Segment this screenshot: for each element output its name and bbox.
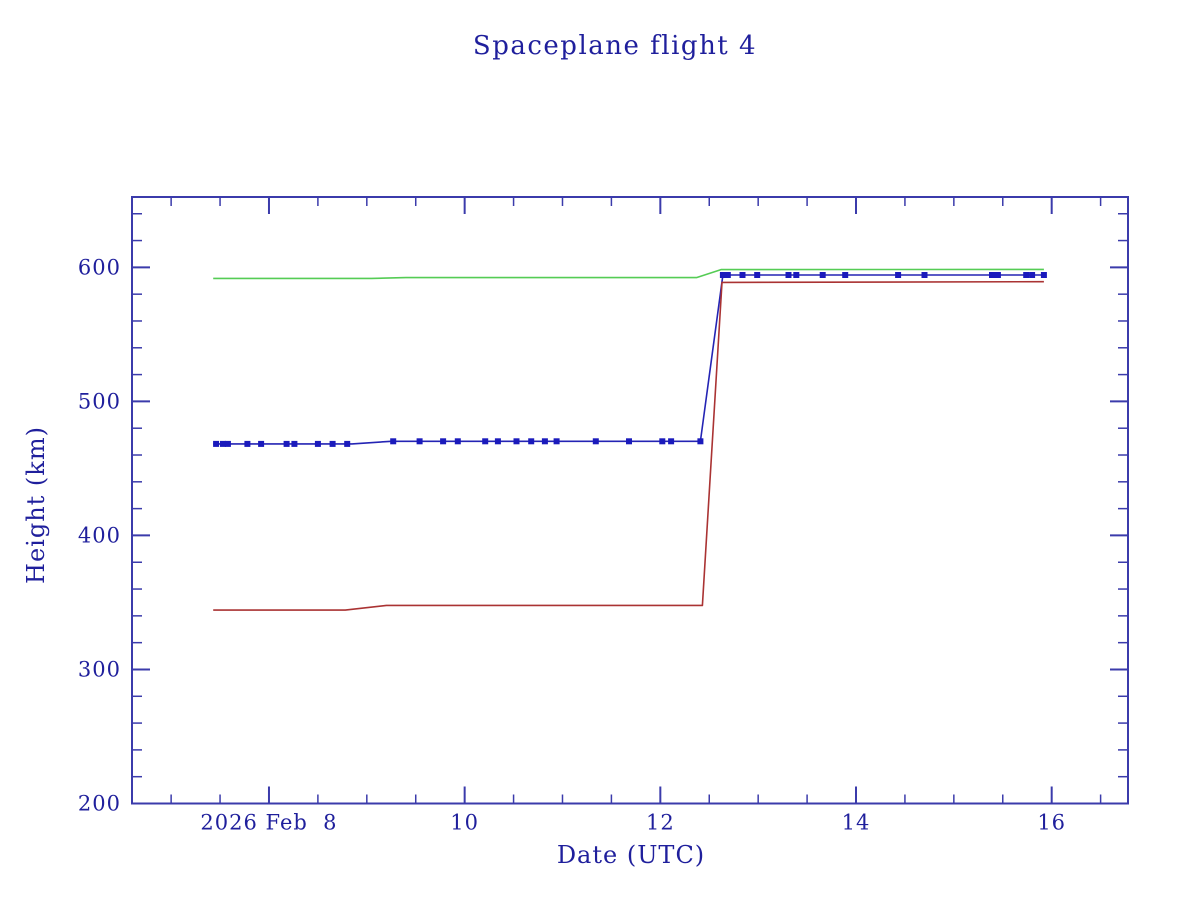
chart-title: Spaceplane flight 4: [472, 31, 758, 61]
mean-height-epoch-marker: [513, 438, 520, 445]
mean-height-epoch-marker: [668, 438, 675, 445]
y-tick-label: 500: [78, 389, 121, 413]
mean-height-epoch-marker: [482, 438, 489, 445]
x-tick-label: 14: [842, 811, 871, 835]
mean-height-epoch-marker: [213, 440, 220, 447]
mean-height-epoch-marker: [541, 438, 548, 445]
mean-height-epoch-marker: [626, 438, 632, 445]
x-tick-label: 2026 Feb 8: [200, 811, 337, 835]
mean-height-epoch-marker: [819, 272, 826, 278]
mean-height-epoch-marker: [258, 440, 265, 447]
mean-height-epoch-marker: [283, 440, 290, 447]
mean-height-epoch-marker: [344, 440, 351, 447]
mean-height-epoch-marker: [724, 272, 731, 278]
y-tick-label: 600: [78, 255, 121, 279]
x-tick-label: 16: [1037, 811, 1066, 835]
mean-height-epoch-marker: [454, 438, 461, 445]
mean-height-epoch-marker: [921, 272, 928, 278]
mean-height-epoch-marker: [440, 438, 447, 445]
mean-height-epoch-marker: [1023, 272, 1030, 278]
mean-height-epoch-marker: [1029, 272, 1036, 278]
mean-height-epoch-marker: [842, 272, 849, 278]
y-tick-label: 400: [78, 523, 121, 547]
mean-height-epoch-marker: [329, 440, 336, 447]
mean-height-line: [213, 274, 1044, 445]
mean-height-epoch-marker: [553, 438, 560, 445]
mean-height-epoch-marker: [697, 438, 704, 445]
mean-height-epoch-marker: [739, 272, 746, 278]
mean-height-epoch-marker: [224, 440, 231, 447]
y-tick-label: 200: [78, 792, 121, 816]
mean-height-epoch-marker: [785, 272, 792, 278]
mean-height-epoch-marker: [592, 438, 599, 445]
apogee-height-line: [213, 268, 1044, 280]
x-tick-label: 10: [450, 811, 479, 835]
plot-frame: [131, 196, 1129, 805]
mean-height-epoch-marker: [793, 272, 800, 278]
mean-height-epoch-marker: [994, 272, 1001, 278]
y-axis-label: Height (km): [22, 426, 50, 584]
mean-height-epoch-marker: [719, 272, 726, 278]
mean-height-epoch-marker: [1040, 272, 1047, 278]
mean-height-epoch-marker: [895, 272, 902, 278]
y-tick-label: 300: [78, 657, 121, 681]
mean-height-epoch-marker: [989, 272, 995, 278]
mean-height-epoch-marker: [659, 438, 666, 445]
mean-height-epoch-marker: [390, 438, 397, 445]
mean-height-epoch-marker: [528, 438, 535, 445]
x-tick-label: 12: [646, 811, 675, 835]
perigee-height-line: [213, 280, 1044, 611]
mean-height-epoch-marker: [494, 438, 501, 445]
mean-height-epoch-marker: [416, 438, 423, 445]
mean-height-epoch-marker: [314, 440, 321, 447]
mean-height-epoch-marker: [754, 272, 761, 278]
mean-height-epoch-marker: [244, 440, 251, 447]
mean-height-epoch-marker: [220, 440, 226, 447]
mean-height-epoch-marker: [291, 440, 298, 447]
x-axis-label: Date (UTC): [556, 841, 706, 869]
